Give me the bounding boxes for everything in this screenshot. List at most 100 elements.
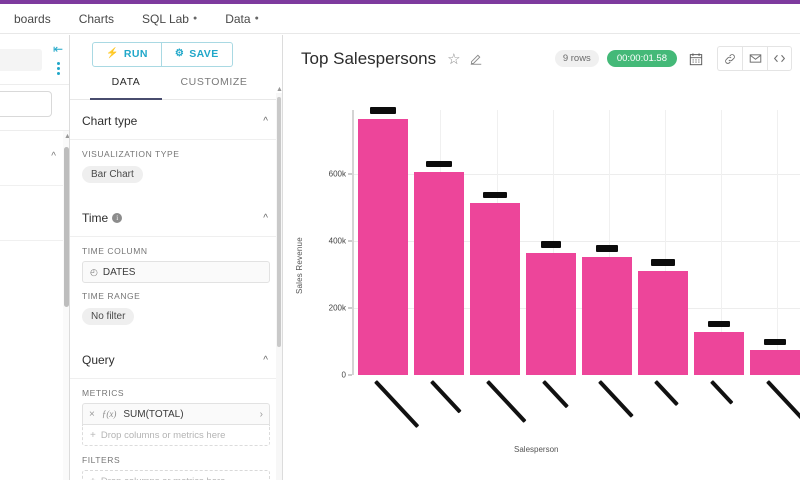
save-button[interactable]: ⚙ SAVE bbox=[161, 41, 233, 67]
chevron-up-icon[interactable]: ^ bbox=[263, 212, 268, 224]
gridline bbox=[354, 308, 800, 309]
y-axis-label: Sales Revenue bbox=[295, 237, 304, 294]
bar-value-label-redacted bbox=[541, 241, 561, 249]
nav-item-data[interactable]: Data ● bbox=[211, 4, 273, 33]
bar-value-label-redacted bbox=[596, 245, 618, 253]
bar-chart-plot: Sales Revenue 0 200k 400k 600k Salesperson bbox=[284, 82, 800, 480]
time-range-value[interactable]: No filter bbox=[82, 308, 135, 325]
scrollbar-thumb[interactable] bbox=[277, 97, 281, 347]
time-range-label: TIME RANGE bbox=[82, 291, 141, 301]
row-count-badge: 9 rows bbox=[554, 50, 599, 67]
x-tick-label-redacted bbox=[542, 380, 569, 409]
gridline bbox=[354, 241, 800, 242]
section-header-time[interactable]: Time i ^ bbox=[70, 198, 282, 237]
nav-item-charts[interactable]: Charts bbox=[65, 4, 128, 33]
bar[interactable] bbox=[470, 203, 520, 375]
collapse-panel-icon[interactable]: ⇤ bbox=[52, 42, 63, 56]
scroll-up-icon[interactable]: ▲ bbox=[64, 133, 69, 140]
calendar-icon[interactable] bbox=[685, 46, 707, 71]
chevron-up-icon[interactable]: ^ bbox=[263, 354, 268, 366]
run-button[interactable]: ⚡ RUN bbox=[92, 41, 162, 67]
code-icon[interactable] bbox=[767, 46, 792, 71]
star-icon[interactable]: ☆ bbox=[447, 50, 461, 68]
filters-dropzone[interactable]: + Drop columns or metrics here bbox=[82, 470, 270, 480]
nav-item-label: SQL Lab bbox=[142, 11, 189, 26]
nav-item-dashboards[interactable]: boards bbox=[0, 4, 65, 33]
control-panel: ⚡ RUN ⚙ SAVE DATA CUSTOMIZE Chart type bbox=[70, 35, 283, 480]
metrics-dropzone[interactable]: + Drop columns or metrics here bbox=[82, 425, 270, 446]
chart-title-actions: ☆ bbox=[447, 50, 481, 68]
chart-pane: Top Salespersons ☆ 9 rows 00:00:01.58 bbox=[284, 35, 800, 480]
x-axis-label: Salesperson bbox=[514, 445, 559, 454]
x-tick-label-redacted bbox=[430, 380, 462, 414]
clock-icon: ◴ bbox=[90, 266, 98, 277]
tab-label: DATA bbox=[111, 76, 141, 88]
section-title: Query bbox=[82, 353, 115, 367]
visualization-type-label: VISUALIZATION TYPE bbox=[82, 149, 180, 159]
bar[interactable] bbox=[414, 171, 464, 375]
brand-top-bar bbox=[0, 0, 800, 4]
nav-item-label: Data bbox=[225, 11, 251, 26]
email-icon[interactable] bbox=[742, 46, 767, 71]
chart-header-right: 9 rows 00:00:01.58 bbox=[554, 46, 792, 71]
bar[interactable] bbox=[694, 332, 744, 375]
dataset-section-metrics[interactable]: ^ bbox=[0, 131, 69, 186]
visualization-type-value[interactable]: Bar Chart bbox=[82, 166, 143, 183]
dataset-panel: ⇤ ^ ▲ bbox=[0, 35, 70, 480]
chevron-right-icon[interactable]: › bbox=[259, 408, 263, 420]
edit-icon[interactable] bbox=[470, 53, 482, 65]
control-panel-scroll-area[interactable]: Chart type ^ VISUALIZATION TYPE Bar Char… bbox=[70, 101, 282, 480]
x-tick-label-redacted bbox=[598, 380, 634, 418]
chart-header: Top Salespersons ☆ 9 rows 00:00:01.58 bbox=[284, 35, 800, 82]
chevron-down-icon: ● bbox=[254, 15, 259, 22]
x-tick-label-redacted bbox=[710, 380, 734, 405]
y-axis-line bbox=[352, 110, 354, 375]
remove-icon[interactable]: × bbox=[89, 408, 95, 420]
section-body-query: METRICS × ƒ(x) SUM(TOTAL) › + Drop colum… bbox=[70, 379, 282, 480]
section-header-chart-type[interactable]: Chart type ^ bbox=[70, 101, 282, 140]
nav-item-sql-lab[interactable]: SQL Lab ● bbox=[128, 4, 211, 33]
chevron-up-icon[interactable]: ^ bbox=[263, 115, 268, 127]
bar[interactable] bbox=[358, 119, 408, 375]
bar[interactable] bbox=[638, 271, 688, 375]
scroll-up-icon[interactable]: ▲ bbox=[276, 86, 283, 93]
time-column-field[interactable]: ◴ DATES bbox=[82, 261, 270, 283]
metrics-label: METRICS bbox=[82, 388, 125, 398]
gridline-vertical bbox=[609, 110, 610, 375]
bar[interactable] bbox=[750, 349, 800, 375]
time-column-label: TIME COLUMN bbox=[82, 246, 148, 256]
link-icon[interactable] bbox=[717, 46, 742, 71]
chevron-up-icon[interactable]: ^ bbox=[51, 151, 56, 162]
bar-value-label-redacted bbox=[764, 338, 786, 345]
dataset-panel-header: ⇤ bbox=[0, 35, 69, 85]
dataset-search-input[interactable] bbox=[0, 91, 52, 117]
bar[interactable] bbox=[582, 257, 632, 375]
info-icon[interactable]: i bbox=[112, 213, 123, 223]
y-tick-mark bbox=[348, 307, 352, 309]
dataset-panel-scrollbar[interactable]: ▲ bbox=[63, 131, 69, 480]
control-panel-scrollbar[interactable]: ▲ bbox=[276, 86, 282, 480]
dropzone-label: Drop columns or metrics here bbox=[100, 429, 226, 441]
gridline bbox=[354, 174, 800, 175]
run-button-label: RUN bbox=[123, 48, 148, 60]
tab-label: CUSTOMIZE bbox=[180, 76, 248, 88]
dataset-section-columns[interactable] bbox=[0, 186, 69, 241]
scrollbar-thumb[interactable] bbox=[64, 147, 69, 307]
kebab-menu-icon[interactable] bbox=[57, 62, 60, 75]
function-icon: ƒ(x) bbox=[101, 409, 117, 419]
gridline-vertical bbox=[777, 110, 778, 375]
page-title: Top Salespersons bbox=[301, 48, 437, 68]
bar-value-label-redacted bbox=[708, 321, 730, 328]
query-time-badge: 00:00:01.58 bbox=[606, 50, 677, 67]
section-header-query[interactable]: Query ^ bbox=[70, 340, 282, 379]
bar[interactable] bbox=[526, 253, 576, 375]
tab-customize[interactable]: CUSTOMIZE bbox=[170, 73, 258, 99]
y-tick-label: 200k bbox=[328, 303, 346, 313]
lightning-icon: ⚡ bbox=[106, 48, 119, 59]
chevron-down-icon: ● bbox=[192, 15, 198, 22]
metric-item[interactable]: × ƒ(x) SUM(TOTAL) › bbox=[82, 403, 270, 425]
tab-data[interactable]: DATA bbox=[82, 73, 170, 100]
bar-value-label-redacted bbox=[651, 259, 675, 267]
nav-item-label: boards bbox=[14, 11, 51, 26]
